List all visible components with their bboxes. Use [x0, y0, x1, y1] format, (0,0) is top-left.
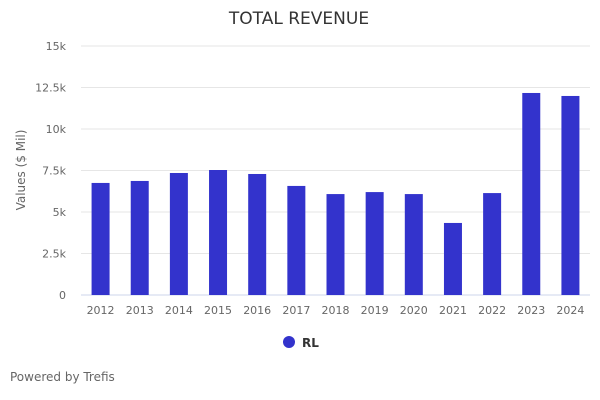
x-tick-label: 2024	[556, 304, 584, 317]
x-tick-label: 2016	[243, 304, 271, 317]
x-tick-label: 2017	[282, 304, 310, 317]
y-tick-label: 5k	[53, 206, 67, 219]
bars	[91, 92, 580, 295]
y-tick-label: 12.5k	[35, 82, 66, 95]
bar-2024[interactable]	[561, 95, 580, 295]
bar-2012[interactable]	[91, 182, 110, 295]
x-tick-label: 2015	[204, 304, 232, 317]
bar-2018[interactable]	[326, 194, 345, 295]
y-tick-label: 10k	[46, 123, 67, 136]
bar-2013[interactable]	[130, 180, 149, 295]
x-tick-label: 2012	[87, 304, 115, 317]
bar-2014[interactable]	[169, 172, 188, 295]
bar-2015[interactable]	[209, 170, 228, 295]
legend-marker-icon	[283, 336, 295, 348]
x-axis-ticks: 2012 2013 2014 2015 2016 2017 2018 2019 2020 2021…	[87, 304, 585, 317]
bar-2020[interactable]	[404, 194, 423, 295]
x-tick-label: 2021	[439, 304, 467, 317]
x-tick-label: 2013	[126, 304, 154, 317]
y-tick-label: 2.5k	[42, 248, 66, 261]
bar-2021[interactable]	[443, 222, 462, 295]
y-tick-label: 0	[59, 289, 66, 302]
chart-title: TOTAL REVENUE	[228, 9, 369, 29]
x-tick-label: 2023	[517, 304, 545, 317]
y-tick-label: 7.5k	[42, 165, 66, 178]
powered-by-credit[interactable]: Powered by Trefis	[10, 370, 115, 384]
legend-label[interactable]: RL	[302, 336, 319, 350]
x-tick-label: 2018	[322, 304, 350, 317]
bar-2016[interactable]	[248, 173, 267, 295]
x-tick-label: 2019	[361, 304, 389, 317]
y-axis-title: Values ($ Mil)	[14, 130, 28, 211]
legend[interactable]: RL	[283, 336, 319, 350]
y-tick-label: 15k	[46, 40, 67, 53]
x-tick-label: 2022	[478, 304, 506, 317]
bar-2022[interactable]	[483, 193, 502, 295]
bar-2019[interactable]	[365, 192, 384, 295]
x-tick-label: 2014	[165, 304, 193, 317]
y-axis-ticks: 0 2.5k 5k 7.5k 10k 12.5k 15k	[35, 40, 66, 302]
bar-2017[interactable]	[287, 185, 306, 295]
x-tick-label: 2020	[400, 304, 428, 317]
bar-2023[interactable]	[522, 92, 541, 295]
